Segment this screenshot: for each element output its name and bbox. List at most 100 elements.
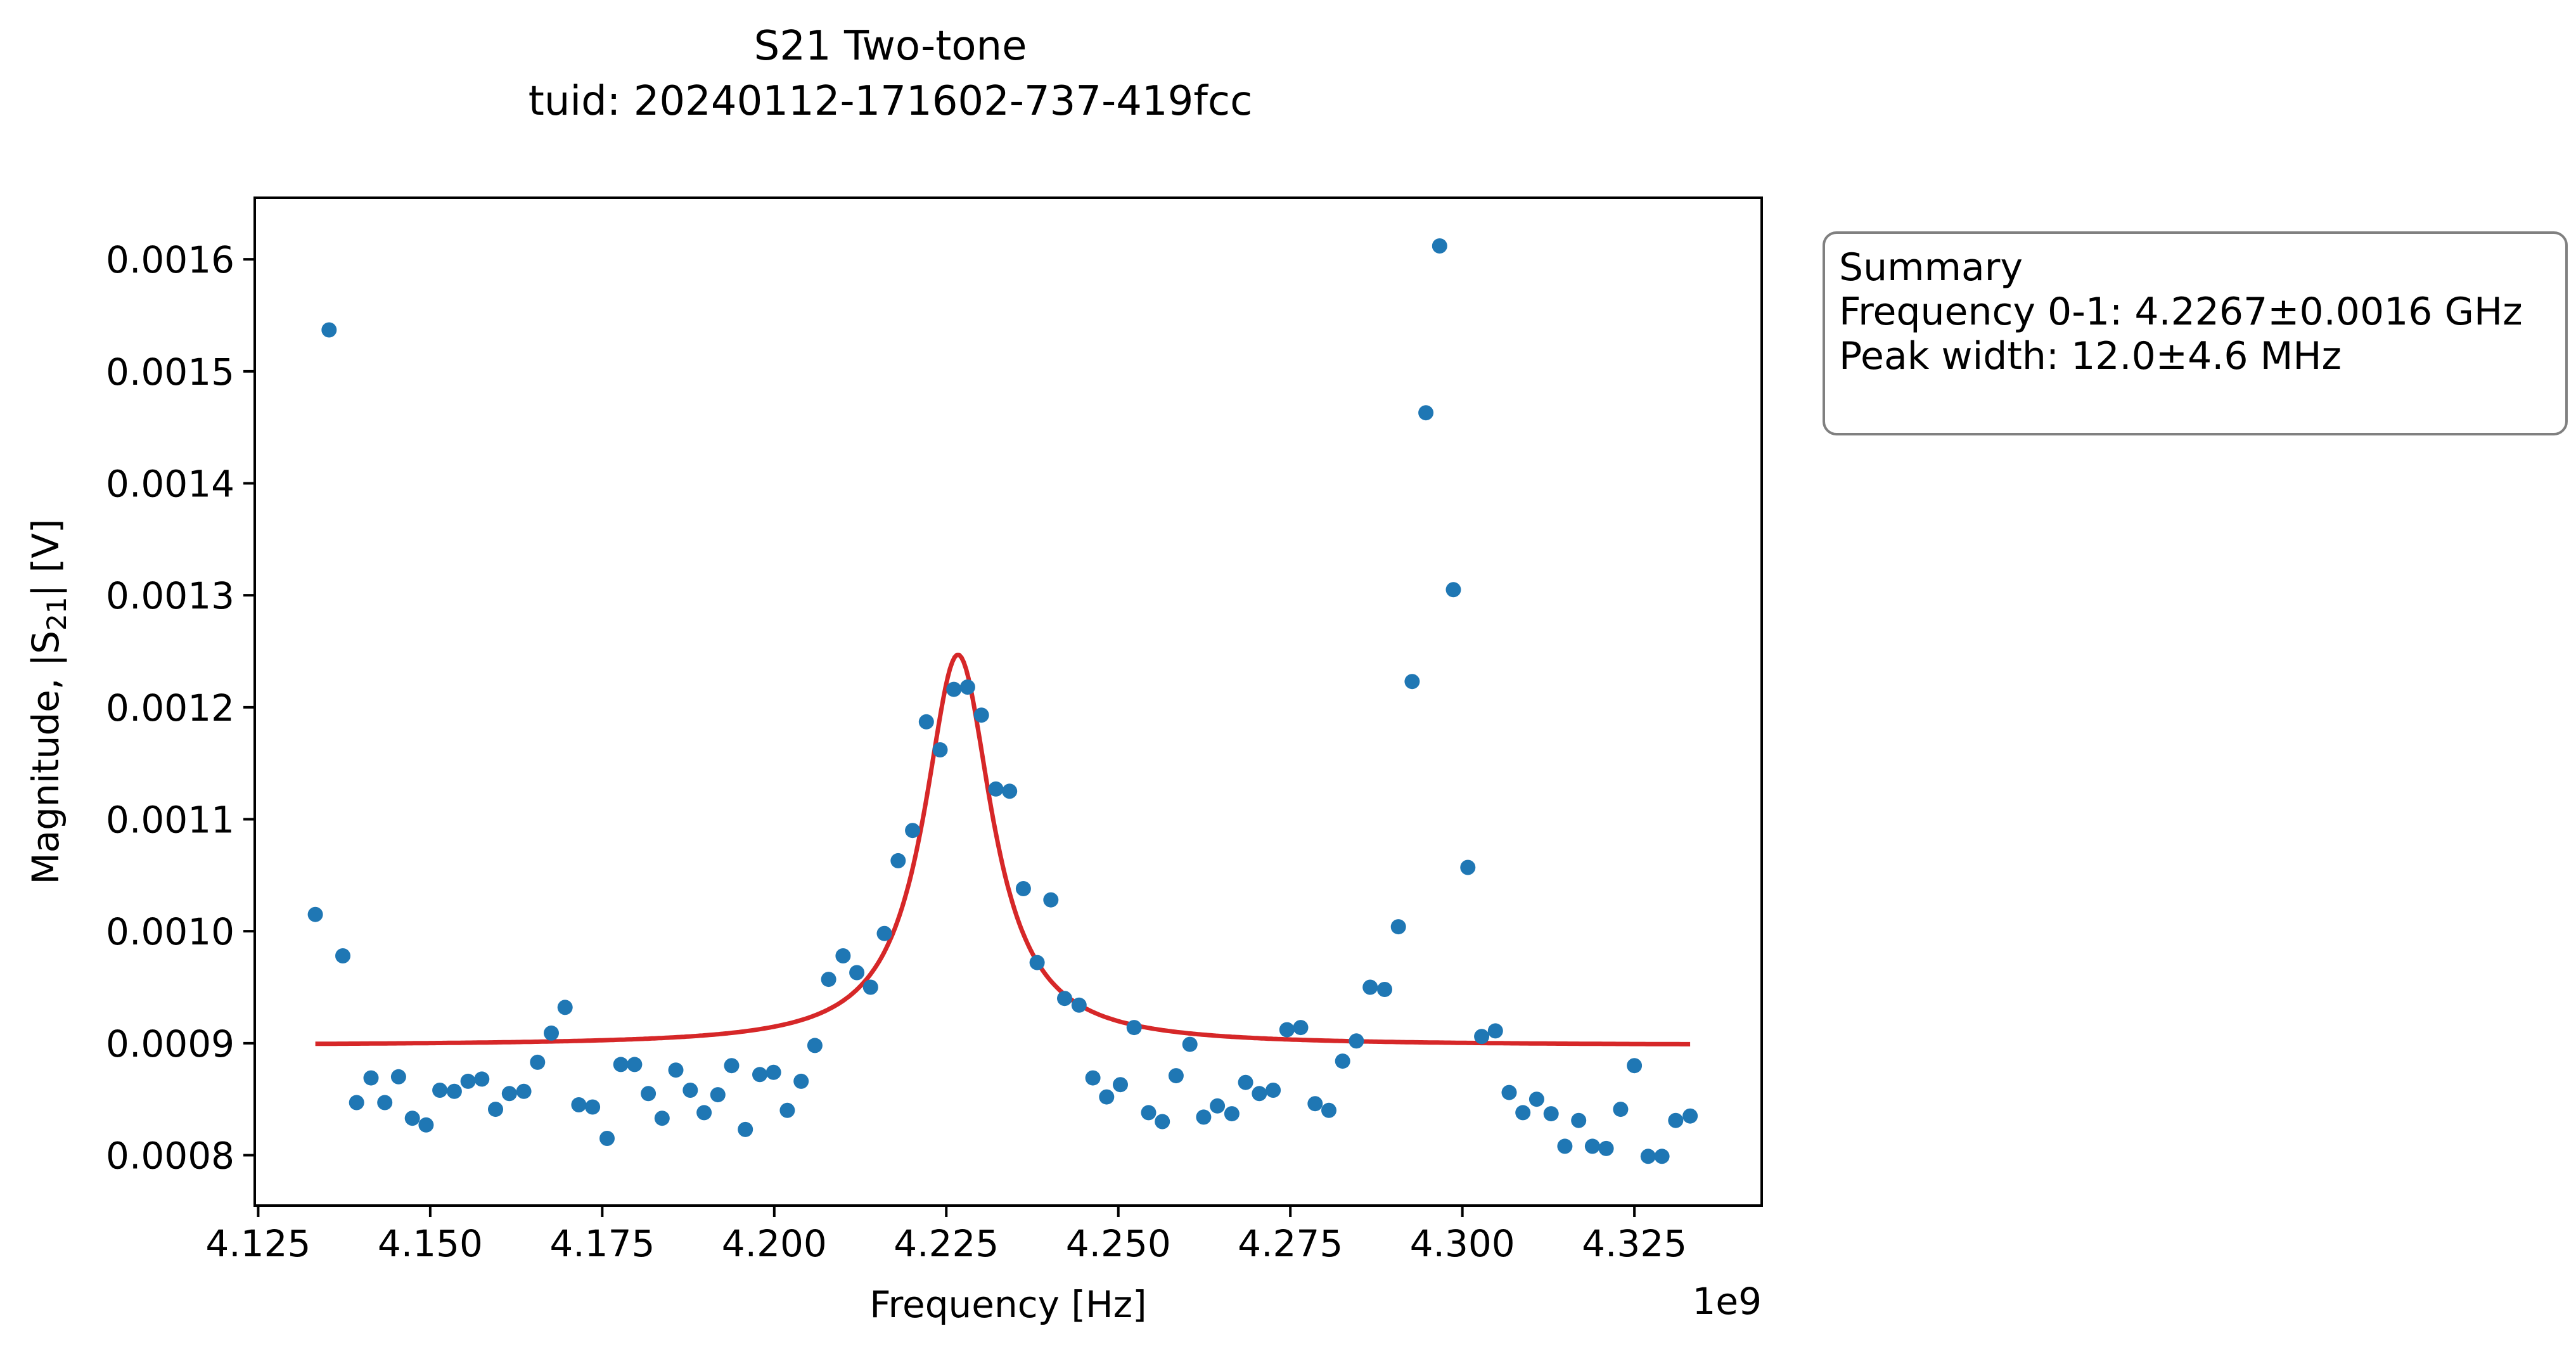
y-axis-label-prefix: Magnitude, |S bbox=[24, 631, 67, 885]
data-point bbox=[1015, 881, 1031, 896]
data-point bbox=[530, 1054, 546, 1070]
data-point bbox=[1182, 1036, 1198, 1052]
data-point bbox=[1002, 783, 1018, 799]
data-point bbox=[1029, 955, 1045, 970]
data-point bbox=[1682, 1108, 1698, 1124]
x-tick-label: 4.225 bbox=[894, 1222, 999, 1265]
data-point bbox=[1362, 979, 1378, 995]
data-point bbox=[1418, 405, 1434, 421]
data-point bbox=[1627, 1058, 1643, 1074]
data-point bbox=[501, 1086, 517, 1102]
data-point bbox=[599, 1131, 615, 1146]
data-point bbox=[1584, 1138, 1600, 1154]
data-point bbox=[1349, 1033, 1364, 1049]
data-point bbox=[335, 948, 350, 963]
data-point bbox=[1266, 1083, 1281, 1098]
data-point bbox=[1598, 1140, 1614, 1156]
data-point bbox=[307, 906, 323, 922]
data-point bbox=[432, 1083, 448, 1098]
data-point bbox=[516, 1083, 532, 1099]
data-point bbox=[1432, 238, 1447, 254]
data-point bbox=[807, 1038, 823, 1053]
data-point bbox=[1460, 859, 1476, 875]
data-point bbox=[1168, 1068, 1184, 1084]
data-point bbox=[1085, 1070, 1101, 1086]
data-point bbox=[1293, 1020, 1309, 1036]
data-point bbox=[1335, 1053, 1350, 1069]
data-point bbox=[1571, 1112, 1587, 1128]
data-point bbox=[835, 948, 851, 963]
data-point bbox=[390, 1069, 406, 1085]
data-point bbox=[1279, 1022, 1295, 1038]
data-point bbox=[1390, 919, 1406, 935]
data-point bbox=[793, 1073, 809, 1089]
data-point bbox=[724, 1058, 740, 1074]
y-tick-label: 0.0011 bbox=[106, 799, 234, 842]
data-point bbox=[377, 1095, 393, 1111]
summary-box: Summary Frequency 0-1: 4.2267±0.0016 GHz P… bbox=[1823, 231, 2568, 435]
data-point bbox=[1668, 1112, 1684, 1128]
data-point bbox=[1528, 1091, 1544, 1107]
data-point bbox=[474, 1071, 490, 1087]
data-point bbox=[544, 1025, 559, 1041]
data-point bbox=[627, 1057, 643, 1072]
data-point bbox=[1474, 1029, 1490, 1045]
data-points bbox=[307, 238, 1698, 1164]
y-tick-label: 0.0012 bbox=[106, 686, 234, 730]
data-point bbox=[918, 714, 934, 730]
data-point bbox=[1377, 982, 1392, 997]
x-tick-label: 4.150 bbox=[378, 1222, 483, 1265]
data-point bbox=[571, 1097, 587, 1112]
chart-subtitle: tuid: 20240112-171602-737-419fcc bbox=[529, 78, 1253, 125]
plot-area bbox=[253, 196, 1763, 1207]
data-point bbox=[1099, 1089, 1115, 1105]
data-point bbox=[973, 707, 989, 723]
x-tick-label: 4.300 bbox=[1410, 1222, 1515, 1265]
data-point bbox=[446, 1083, 462, 1099]
data-point bbox=[557, 1000, 573, 1015]
data-point bbox=[1515, 1105, 1531, 1121]
data-point bbox=[738, 1121, 753, 1137]
x-tick-label: 4.125 bbox=[205, 1222, 311, 1265]
y-tick-label: 0.0010 bbox=[106, 910, 234, 953]
y-axis-label-subscript: 21 bbox=[41, 596, 72, 630]
data-point bbox=[1113, 1077, 1128, 1093]
summary-peak-width: Peak width: 12.0±4.6 MHz bbox=[1839, 334, 2342, 378]
data-point bbox=[1654, 1149, 1670, 1164]
data-point bbox=[932, 742, 948, 757]
data-point bbox=[321, 322, 337, 338]
data-point bbox=[1224, 1106, 1240, 1122]
data-point bbox=[585, 1099, 601, 1115]
data-point bbox=[349, 1095, 364, 1111]
data-point bbox=[959, 679, 975, 695]
data-point bbox=[1043, 892, 1059, 908]
data-point bbox=[710, 1087, 726, 1103]
data-point bbox=[1155, 1114, 1170, 1130]
data-point bbox=[1252, 1086, 1267, 1102]
data-point bbox=[1126, 1020, 1142, 1036]
data-point bbox=[1196, 1109, 1212, 1125]
data-point bbox=[1487, 1023, 1503, 1039]
x-tick-label: 4.175 bbox=[549, 1222, 655, 1265]
x-axis: 4.125 4.150 4.175 4.200 4.225 4.250 4.275 4.300… bbox=[205, 1206, 1687, 1265]
data-point bbox=[363, 1070, 379, 1086]
data-point bbox=[821, 972, 836, 988]
data-point bbox=[1141, 1105, 1157, 1121]
data-point bbox=[876, 925, 892, 941]
data-point bbox=[1210, 1098, 1226, 1114]
data-point bbox=[1613, 1102, 1629, 1117]
data-point bbox=[890, 853, 906, 868]
data-point bbox=[1501, 1085, 1517, 1100]
y-tick-label: 0.0013 bbox=[106, 574, 234, 617]
y-axis: 0.0008 0.0009 0.0010 0.0011 0.0012 0.0013 0.00… bbox=[106, 238, 255, 1178]
y-axis-label-suffix: | [V] bbox=[24, 519, 67, 597]
data-point bbox=[613, 1057, 629, 1072]
data-point bbox=[488, 1102, 503, 1117]
data-point bbox=[779, 1102, 795, 1118]
y-axis-label: Magnitude, |S21| [V] bbox=[24, 519, 72, 885]
y-tick-label: 0.0014 bbox=[106, 463, 234, 506]
data-point bbox=[988, 781, 1004, 797]
data-point bbox=[418, 1117, 434, 1133]
data-point bbox=[1238, 1074, 1253, 1090]
